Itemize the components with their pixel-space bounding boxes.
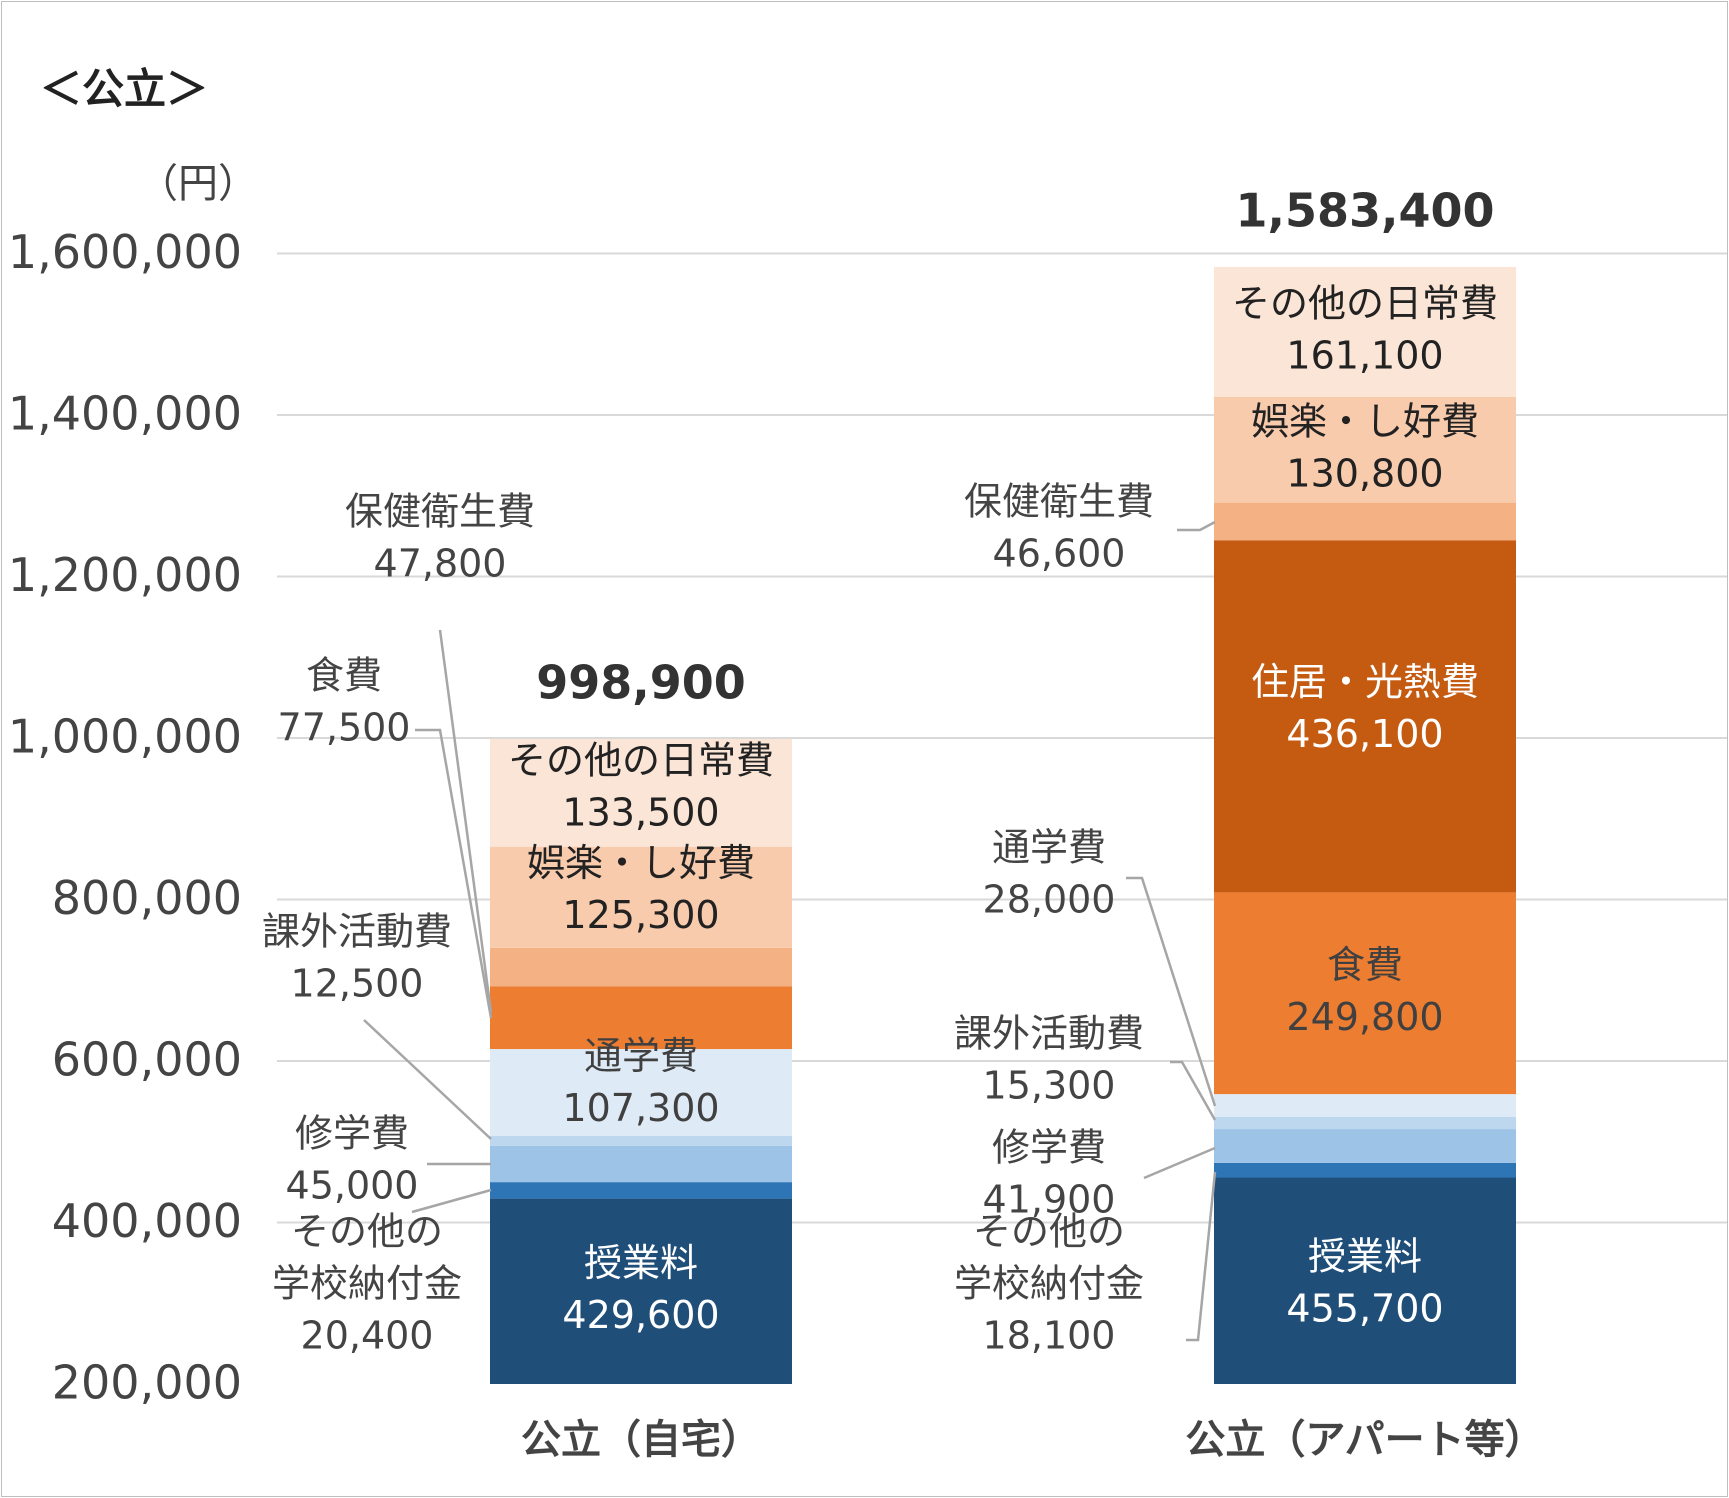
callout-leader-line — [1126, 876, 1217, 1107]
callout-label: 修学費 — [992, 1126, 1106, 1170]
segment-value-label: 249,800 — [1286, 995, 1443, 1039]
callout-leader-line — [1170, 1060, 1217, 1121]
bar-segment — [490, 986, 792, 1050]
bar-segment — [1214, 266, 1516, 397]
callout-label: 保健衛生費 — [964, 480, 1154, 524]
callout-label: 食費 — [306, 654, 382, 698]
chart-title: ＜公立＞ — [40, 65, 208, 114]
callout-label: 12,500 — [291, 962, 424, 1006]
callout-leader-lines — [363, 520, 1217, 1342]
segment-name-label: 授業料 — [1308, 1234, 1422, 1278]
y-tick-label: 1,400,000 — [8, 387, 242, 441]
segment-name-label: 娯楽・し好費 — [1251, 399, 1479, 443]
bar-segment — [490, 1049, 792, 1136]
bar-segment — [490, 947, 792, 987]
bar-segment — [490, 1182, 792, 1199]
segment-value-label: 161,100 — [1286, 333, 1443, 377]
segment-name-label: 通学費 — [584, 1034, 698, 1078]
y-tick-label: 800,000 — [52, 871, 242, 925]
segment-name-label: 食費 — [1327, 943, 1403, 987]
bar-segment — [1214, 1129, 1516, 1163]
y-tick-label: 1,200,000 — [8, 548, 242, 602]
segment-value-label: 125,300 — [562, 893, 719, 937]
bar-segment — [1214, 1094, 1516, 1117]
callout-label: 28,000 — [983, 878, 1116, 922]
segment-value-label: 436,100 — [1286, 712, 1443, 756]
segment-name-label: 授業料 — [584, 1241, 698, 1285]
segment-name-label: その他の日常費 — [1232, 281, 1498, 325]
bar-segment — [490, 846, 792, 948]
callout-leader-line — [438, 629, 493, 1013]
bar-segment — [1214, 1177, 1516, 1384]
y-tick-label: 600,000 — [52, 1033, 242, 1087]
y-tick-label: 200,000 — [52, 1356, 242, 1410]
callout-label: 学校納付金 — [272, 1262, 462, 1306]
segment-value-label: 133,500 — [562, 790, 719, 834]
callout-label: 41,900 — [983, 1178, 1116, 1222]
callout-label: その他の — [291, 1210, 443, 1254]
bar-segment — [490, 1135, 792, 1146]
callout-label: 20,400 — [301, 1314, 434, 1358]
segment-value-label: 130,800 — [1286, 451, 1443, 495]
callout-label: 通学費 — [992, 826, 1106, 870]
callout-leader-line — [1186, 1171, 1217, 1342]
y-tick-label: 400,000 — [52, 1194, 242, 1248]
y-tick-label: 1,000,000 — [8, 710, 242, 764]
bar-segment — [1214, 1162, 1516, 1178]
bar-segment — [1214, 1116, 1516, 1130]
bar-total-label: 1,583,400 — [1236, 183, 1495, 237]
segment-value-label: 455,700 — [1286, 1286, 1443, 1330]
x-category-label: 公立（自宅） — [521, 1417, 761, 1463]
bar-segment — [490, 1198, 792, 1384]
bar-segment — [1214, 540, 1516, 893]
callout-label: 46,600 — [993, 532, 1126, 576]
segment-name-label: 住居・光熱費 — [1251, 660, 1479, 704]
bar-segment — [1214, 396, 1516, 503]
callout-leader-line — [415, 728, 493, 1019]
labels: 998,900 公立（自宅） 1,583,400 公立（アパート等） 授業料 429,60… — [262, 183, 1545, 1463]
bars — [490, 266, 1516, 1384]
bar-segment — [1214, 502, 1516, 541]
bar-segment — [490, 1145, 792, 1183]
callout-leader-line — [1143, 1146, 1216, 1180]
bar-total-label: 998,900 — [536, 655, 746, 709]
bar-segment — [490, 738, 792, 847]
callout-label: 課外活動費 — [954, 1012, 1144, 1056]
callout-label: 45,000 — [286, 1164, 419, 1208]
callout-leader-line — [1177, 520, 1216, 532]
bar-segment — [1214, 892, 1516, 1095]
callout-label: その他の — [973, 1210, 1125, 1254]
callout-leader-line — [411, 1188, 492, 1214]
y-axis-unit-label: （円） — [138, 161, 258, 207]
callout-label: 15,300 — [983, 1064, 1116, 1108]
callout-label: 47,800 — [374, 542, 507, 586]
callout-label: 77,500 — [278, 706, 411, 750]
x-category-label: 公立（アパート等） — [1185, 1417, 1544, 1463]
segment-name-label: その他の日常費 — [508, 738, 774, 782]
y-tick-label: 1,600,000 — [8, 225, 242, 279]
y-axis-ticks: 200,000 400,000 600,000 800,000 1,000,000 1,2… — [8, 225, 242, 1410]
callout-label: 修学費 — [295, 1112, 409, 1156]
callout-label: 学校納付金 — [954, 1262, 1144, 1306]
callout-leader-line — [363, 1019, 492, 1140]
segment-value-label: 429,600 — [562, 1293, 719, 1337]
callout-label: 18,100 — [983, 1314, 1116, 1358]
segment-value-label: 107,300 — [562, 1086, 719, 1130]
segment-name-label: 娯楽・し好費 — [527, 841, 755, 885]
callout-label: 課外活動費 — [262, 910, 452, 954]
callout-label: 保健衛生費 — [345, 490, 535, 534]
